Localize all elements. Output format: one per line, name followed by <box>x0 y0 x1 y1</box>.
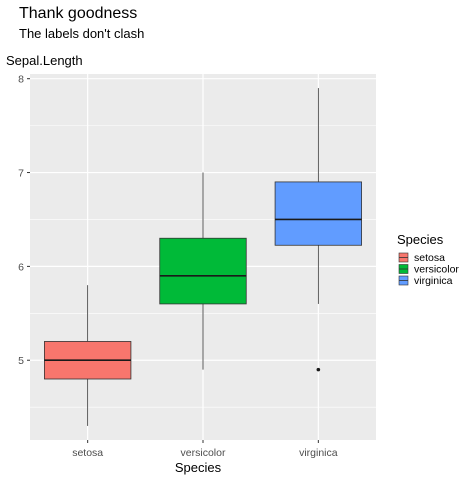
boxes <box>44 88 362 426</box>
y-axis: 5 6 7 8 <box>18 74 30 367</box>
x-axis-title: Species <box>175 460 222 475</box>
chart-subtitle: The labels don't clash <box>19 26 144 41</box>
box-iqr <box>274 181 362 246</box>
chart-title: Thank goodness <box>19 5 137 22</box>
outlier-point <box>316 367 321 372</box>
x-tick-label: virginica <box>299 447 338 459</box>
y-tick-label: 5 <box>18 355 24 367</box>
legend-title: Species <box>397 232 444 247</box>
box-versicolor <box>159 172 247 370</box>
x-tick-label: versicolor <box>181 447 226 459</box>
y-tick-label: 6 <box>18 261 24 273</box>
legend-label: setosa <box>414 252 445 264</box>
legend-label: versicolor <box>414 264 459 276</box>
legend-item-versicolor: versicolor <box>398 264 459 276</box>
box-iqr <box>159 237 247 305</box>
x-axis: setosa versicolor virginica <box>72 440 338 459</box>
legend-item-virginica: virginica <box>398 275 453 287</box>
legend-label: virginica <box>414 275 453 287</box>
legend-item-setosa: setosa <box>398 252 445 264</box>
box-setosa <box>44 285 132 426</box>
box-virginica <box>274 88 362 372</box>
y-axis-label: Sepal.Length <box>6 53 83 68</box>
y-tick-label: 8 <box>18 74 24 86</box>
y-tick-label: 7 <box>18 168 24 180</box>
x-tick-label: setosa <box>72 447 103 459</box>
